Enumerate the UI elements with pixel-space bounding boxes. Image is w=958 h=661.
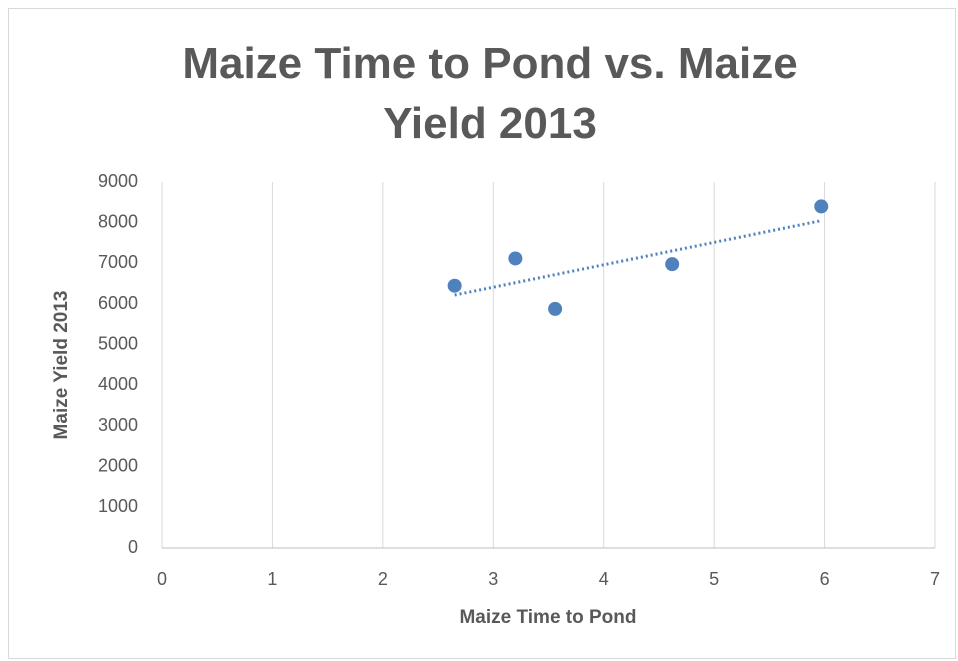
- point: [665, 257, 680, 272]
- point: [508, 251, 523, 266]
- y-tick-label: 8000: [98, 211, 138, 231]
- y-tick-label: 2000: [98, 455, 138, 475]
- point: [548, 301, 563, 316]
- x-tick-label: 2: [378, 569, 388, 589]
- x-tick-label: 7: [930, 569, 940, 589]
- y-tick-label: 0: [128, 537, 138, 557]
- y-tick-label: 7000: [98, 252, 138, 272]
- x-tick-label: 3: [488, 569, 498, 589]
- trendline: [454, 219, 822, 297]
- x-tick-label: 4: [599, 569, 609, 589]
- y-tick-label: 9000: [98, 171, 138, 191]
- y-tick-label: 1000: [98, 496, 138, 516]
- y-tick-label: 4000: [98, 374, 138, 394]
- y-tick-label: 5000: [98, 333, 138, 353]
- x-tick-label: 6: [820, 569, 830, 589]
- x-tick-label: 0: [157, 569, 167, 589]
- y-tick-label: 3000: [98, 415, 138, 435]
- point: [814, 199, 829, 214]
- chart-frame: [8, 8, 956, 659]
- x-axis-label: Maize Time to Pond: [459, 607, 636, 628]
- y-tick-label: 6000: [98, 293, 138, 313]
- x-tick-label: 5: [709, 569, 719, 589]
- chart-title: Maize Time to Pond vs. Maize Yield 2013: [182, 39, 798, 148]
- y-axis-label: Maize Yield 2013: [51, 291, 72, 440]
- x-tick-label: 1: [267, 569, 277, 589]
- point: [447, 278, 462, 293]
